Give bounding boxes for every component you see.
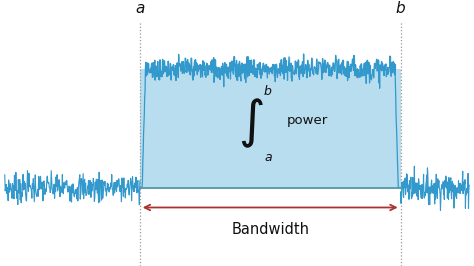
Text: a: a (135, 1, 145, 16)
Text: $\int$: $\int$ (238, 96, 264, 150)
Text: b: b (264, 85, 272, 98)
Text: b: b (396, 1, 405, 16)
Text: a: a (264, 151, 272, 164)
Text: power: power (287, 114, 328, 127)
Text: Bandwidth: Bandwidth (231, 222, 309, 237)
Bar (140, 69, 401, 188)
